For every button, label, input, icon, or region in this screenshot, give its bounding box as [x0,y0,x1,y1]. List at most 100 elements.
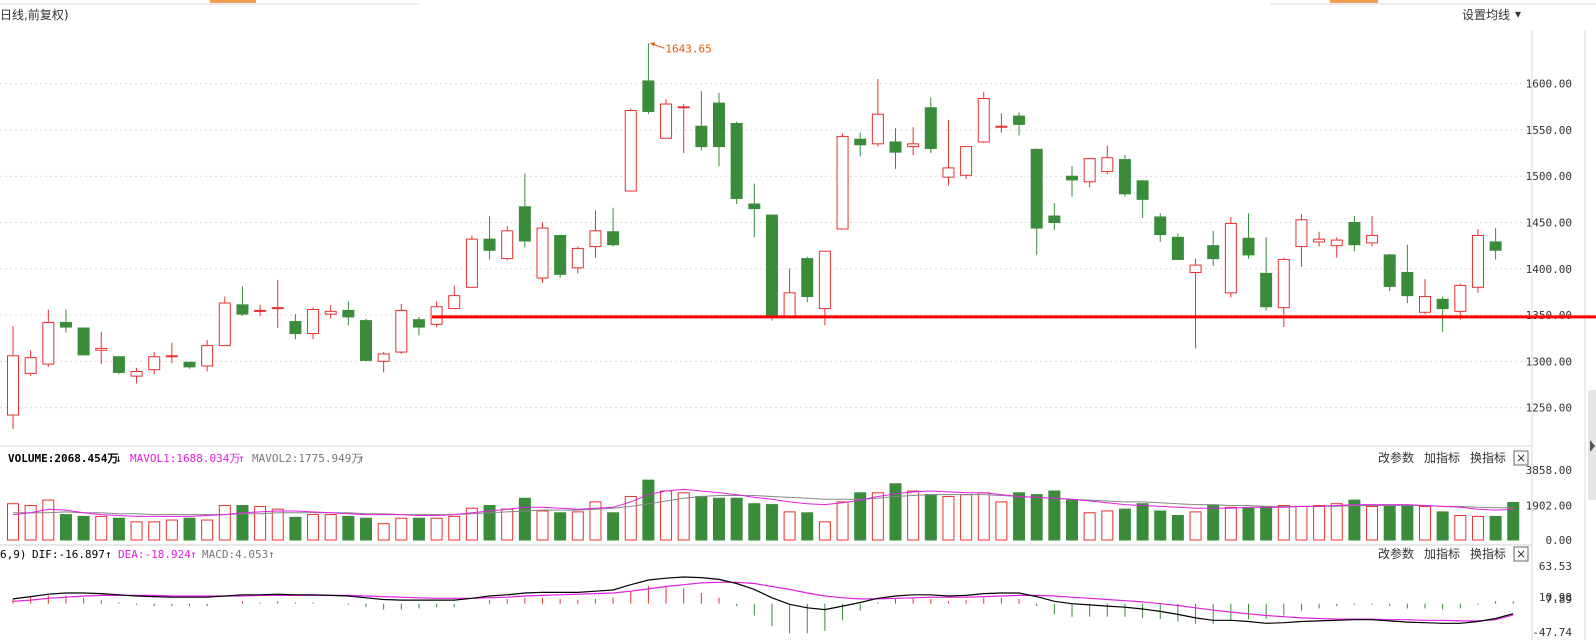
candle [1383,253,1396,291]
volume-axis: 3858.00 1902.00 0.00 [1526,464,1572,547]
max-price-marker: 1643.65 [650,42,712,55]
candle-body [448,295,461,310]
volume-bar [1419,505,1431,541]
candle [624,108,637,192]
switch-indicator-button[interactable]: 换指标 [1470,546,1506,561]
candle-body [554,234,567,275]
candle-body [1454,284,1467,312]
change-params-button[interactable]: 改参数 [1378,450,1414,465]
change-params-button[interactable]: 改参数 [1378,546,1414,561]
mavol2-arrow: ↑ [358,452,365,465]
candle-body [1154,216,1167,236]
candle [236,286,249,316]
candle [695,91,708,151]
candle-body [395,309,408,353]
candle-body [589,230,602,248]
volume-bar [59,514,72,541]
volume-bar [1295,505,1308,541]
candle-body [1313,238,1326,243]
candle-body [1207,245,1220,260]
candle-body [801,258,814,298]
candle-body [1295,219,1308,248]
volume-bar [1277,505,1290,541]
candle [289,314,302,340]
candle-body [483,238,496,251]
volume-bar [624,495,637,541]
candle [307,307,320,340]
volume-bar [1013,492,1026,541]
candle-body [412,319,425,328]
candle [271,279,284,329]
candle-body [501,230,514,260]
candle [571,246,584,274]
candle-body [713,102,725,148]
candle [1066,166,1078,197]
candle [377,352,390,373]
volume-bar [1030,494,1043,541]
mavol2-label: MAVOL2:1775.949万 [252,452,362,465]
macd-panel-buttons: 改参数 加指标 换指标 × [1378,546,1529,562]
volume-bar [748,503,761,541]
close-macd-panel-button[interactable]: × [1513,546,1529,562]
candle [395,303,408,354]
candle [360,318,372,362]
volume-tick-label: 0.00 [1546,534,1573,547]
candle [1171,233,1184,261]
volume-bar [254,505,267,541]
add-indicator-button[interactable]: 加指标 [1424,546,1460,561]
candle-body [201,345,214,367]
volume-bar [501,508,514,541]
candle-body [271,307,284,310]
volume-bar [7,503,19,541]
switch-indicator-button[interactable]: 换指标 [1470,450,1506,465]
ma-settings-button[interactable]: 设置均线 ▾ [1462,7,1521,22]
candle-body [818,250,831,310]
candle [42,309,55,367]
candle [907,127,920,155]
candle [1489,228,1502,260]
candle [1136,179,1149,218]
candle [1189,258,1202,349]
volume-bar [695,495,708,541]
volume-tick-label: 3858.00 [1526,464,1572,477]
close-volume-panel-button[interactable]: × [1513,450,1529,466]
candle-body [977,97,990,143]
volume-bar [889,483,902,541]
candle [1260,237,1273,311]
volume-bar [1366,505,1379,541]
volume-bar [801,512,814,541]
candle [960,146,973,180]
volume-bar [907,490,920,541]
volume-bar [642,479,655,541]
price-tick-label: 1250.00 [1526,402,1572,415]
volume-bar [1313,505,1326,541]
volume-bar [571,511,584,541]
volume-bar [1436,511,1449,541]
volume-bar [1224,506,1237,541]
volume-bar [730,497,743,541]
candle-body [748,203,761,210]
candle-body [642,80,655,112]
candle [854,132,867,157]
candle-body [1083,158,1096,183]
candle [607,207,620,247]
candle [483,216,496,260]
volume-bars [7,479,1520,541]
candle [1313,231,1326,247]
candle-body [1171,236,1184,261]
candle-body [1401,271,1414,297]
candle-body [695,125,708,148]
volume-bar [1383,505,1396,541]
candle [77,327,90,356]
volume-bar [1171,515,1184,541]
candle [765,214,778,321]
expand-arrow-icon[interactable] [1590,440,1595,452]
volume-bar [1101,510,1114,541]
volume-bar [271,508,284,541]
add-indicator-button[interactable]: 加指标 [1424,450,1460,465]
top-tab-accent [1330,0,1378,3]
close-icon: × [1516,451,1526,465]
candle [7,326,19,429]
candle-body [1048,215,1061,224]
candle-body [183,361,196,368]
